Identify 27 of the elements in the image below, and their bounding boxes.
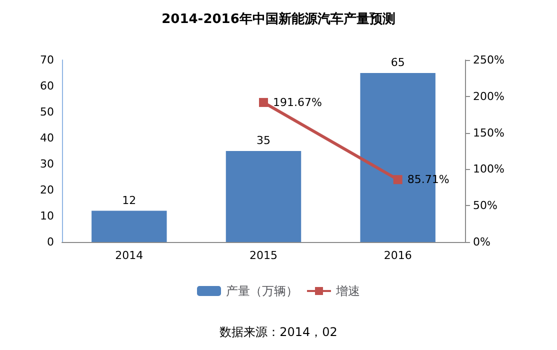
x-tick-label: 2016 — [384, 249, 412, 262]
x-tick-label: 2015 — [250, 249, 278, 262]
bar — [226, 151, 302, 242]
y-tick-label: 70 — [40, 54, 54, 66]
bar — [92, 210, 167, 242]
y-tick-label: 40 — [40, 132, 54, 144]
y2-tick-label: 0% — [473, 236, 490, 248]
source-note: 数据来源：2014，02 — [220, 325, 338, 339]
data-label: 191.67% — [273, 96, 322, 109]
y-tick-label: 60 — [40, 80, 54, 92]
y-tick-label: 30 — [40, 158, 54, 170]
chart-title: 2014-2016年中国新能源汽车产量预测 — [162, 11, 396, 27]
y-tick-label: 20 — [40, 184, 54, 196]
y2-tick-label: 250% — [473, 54, 504, 66]
y-tick-label: 10 — [40, 210, 54, 222]
data-label: 65 — [390, 56, 405, 69]
y2-tick-label: 200% — [473, 90, 504, 103]
x-tick-label: 2014 — [115, 249, 144, 262]
legend-label: 增速 — [335, 284, 360, 298]
y2-tick-label: 50% — [473, 199, 498, 212]
data-label: 35 — [256, 134, 270, 147]
data-label: 12 — [122, 194, 136, 207]
y-tick-label: 0 — [47, 236, 54, 248]
y-tick-label: 50 — [40, 106, 54, 118]
y2-tick-label: 150% — [473, 126, 504, 140]
legend-label: 产量（万辆） — [226, 284, 298, 298]
y2-tick-label: 100% — [473, 162, 504, 176]
